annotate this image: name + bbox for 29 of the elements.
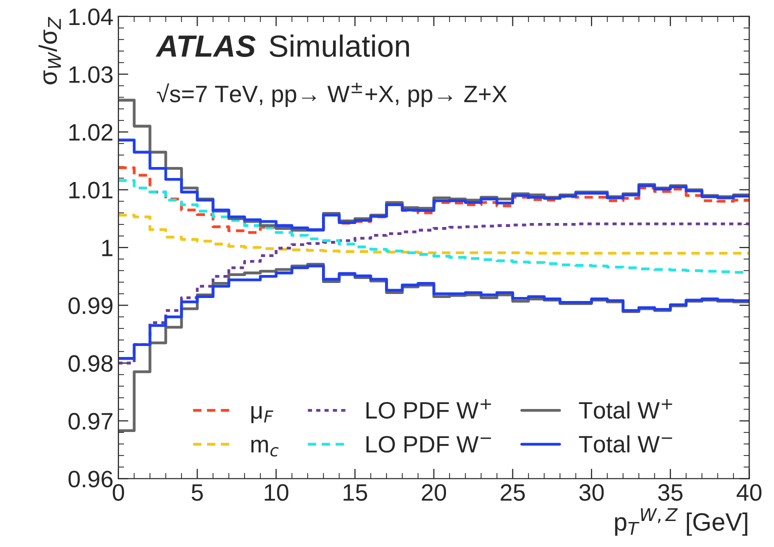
y-tick-label: 1.03	[69, 66, 113, 83]
x-tick-label: 30	[579, 484, 604, 501]
x-tick-label: 15	[344, 484, 368, 501]
y-tick-label: 1.04	[69, 8, 113, 26]
x-tick-label: 5	[192, 484, 203, 501]
x-tick-label: 25	[500, 484, 525, 501]
y-tick-label: 1	[102, 240, 112, 256]
x-tick-label: 20	[422, 484, 446, 501]
x-tick-label: 10	[264, 484, 288, 501]
legend-label: LO PDF W$^{+}$	[366, 399, 491, 419]
y-tick-label: 1.01	[69, 182, 112, 199]
y-axis-title: σ$_{W}$/σ$_{Z}$	[38, 16, 61, 84]
legend-label: Total W$^{+}$	[578, 399, 672, 419]
x-axis-title: p$_{T}$$^{W,Z}$ [GeV]	[615, 508, 748, 536]
y-tick-label: 0.99	[68, 297, 112, 314]
x-tick-label: 40	[736, 484, 762, 501]
legend-label: μ$_{F}$	[251, 406, 274, 424]
y-tick-label: 0.96	[68, 470, 113, 488]
x-tick-label: 35	[658, 484, 683, 501]
legend-label: Total W$^{−}$	[578, 435, 672, 453]
y-tick-label: 1.02	[69, 124, 112, 141]
legend-label: LO PDF W$^{−}$	[366, 436, 491, 453]
annotation: ATLAS	[156, 35, 256, 57]
y-tick-label: 0.98	[68, 355, 113, 372]
y-tick-label: 0.97	[68, 412, 112, 430]
legend-label: m$_{c}$	[251, 440, 279, 457]
annotation: Simulation	[270, 34, 409, 57]
annotation: √s=7 TeV, pp→ W$^{±}$+X, pp→ Z+X	[156, 82, 507, 108]
x-tick-label: 0	[112, 484, 124, 501]
